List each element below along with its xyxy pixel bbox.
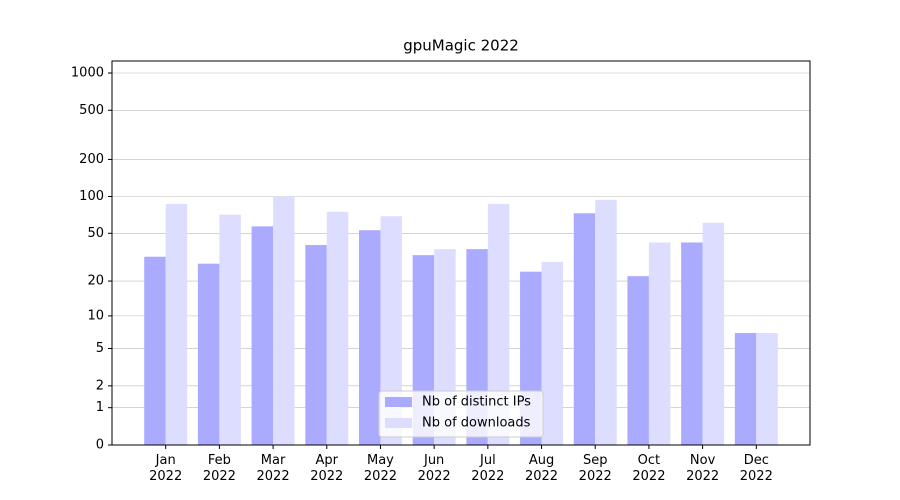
bar bbox=[756, 333, 778, 445]
x-tick-label: Mar 2022 bbox=[256, 453, 290, 484]
bar bbox=[487, 203, 510, 445]
bar bbox=[326, 211, 349, 445]
y-tick-label: 100 bbox=[79, 189, 104, 204]
x-tick-label: Jul 2022 bbox=[471, 453, 505, 484]
legend-label: Nb of distinct IPs bbox=[422, 395, 531, 410]
y-tick-label: 500 bbox=[79, 103, 104, 118]
bar bbox=[648, 242, 671, 445]
bar bbox=[251, 226, 274, 445]
x-tick-label: Feb 2022 bbox=[202, 453, 236, 484]
x-tick-label: Apr 2022 bbox=[310, 453, 344, 484]
bar bbox=[573, 213, 596, 445]
bar bbox=[681, 242, 703, 445]
bar bbox=[144, 256, 166, 445]
bar bbox=[541, 261, 564, 445]
bar bbox=[358, 230, 381, 445]
y-tick-label: 1000 bbox=[71, 66, 104, 81]
x-tick-label: Aug 2022 bbox=[524, 453, 559, 484]
x-tick-label: Jun 2022 bbox=[417, 453, 451, 484]
bar bbox=[273, 196, 295, 445]
y-tick-label: 0 bbox=[96, 438, 104, 453]
bar bbox=[380, 216, 402, 445]
legend: Nb of distinct IPs Nb of downloads bbox=[378, 390, 544, 438]
legend-box bbox=[378, 390, 544, 438]
y-tick-label: 1 bbox=[96, 400, 104, 415]
plot-frame bbox=[111, 60, 811, 446]
y-tick-label: 10 bbox=[87, 308, 104, 323]
bar bbox=[627, 276, 649, 445]
legend-swatch bbox=[385, 397, 412, 407]
bar bbox=[305, 245, 327, 445]
y-tick-label: 200 bbox=[79, 152, 104, 167]
chart-title: gpuMagic 2022 bbox=[403, 37, 519, 55]
bar bbox=[702, 222, 725, 445]
y-tick-label: 5 bbox=[96, 341, 104, 356]
x-tick-label: May 2022 bbox=[363, 453, 397, 484]
x-tick-label: Jan 2022 bbox=[149, 453, 183, 484]
bar bbox=[219, 214, 241, 445]
legend-label: Nb of downloads bbox=[422, 416, 531, 431]
y-tick-label: 50 bbox=[87, 226, 104, 241]
x-tick-label: Oct 2022 bbox=[632, 453, 666, 484]
bar bbox=[197, 263, 220, 445]
bar bbox=[734, 333, 757, 445]
x-tick-label: Sep 2022 bbox=[578, 453, 612, 484]
y-tick-label: 2 bbox=[96, 378, 104, 393]
y-tick-label: 20 bbox=[87, 274, 104, 289]
bar bbox=[165, 203, 188, 445]
x-tick-label: Nov 2022 bbox=[686, 453, 720, 484]
legend-swatch bbox=[385, 418, 412, 428]
bar bbox=[595, 199, 617, 445]
x-tick-label: Dec 2022 bbox=[739, 453, 773, 484]
